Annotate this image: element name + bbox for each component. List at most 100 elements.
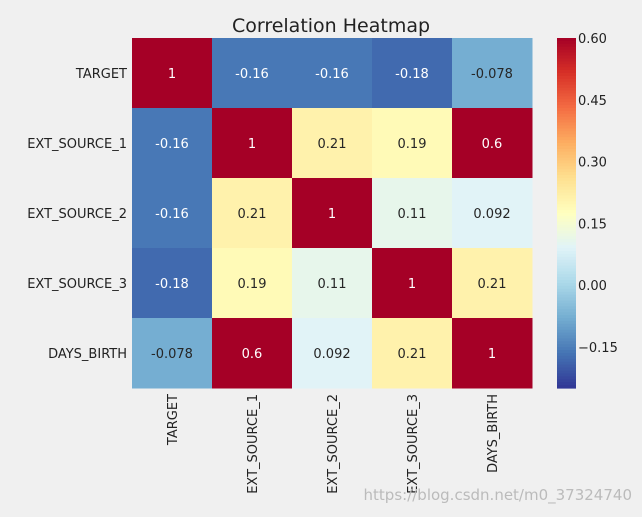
colorbar-tick-label: 0.60 [578, 32, 607, 47]
colorbar-segment [557, 271, 576, 275]
colorbar-segment [557, 195, 576, 200]
colorbar-segment [557, 256, 576, 261]
colorbar-segment [557, 341, 576, 345]
colorbar-segment [557, 49, 576, 54]
colorbar-segment [557, 218, 576, 223]
colorbar-segment [557, 154, 576, 159]
colorbar-segment [557, 75, 576, 80]
colorbar-segment [557, 320, 576, 325]
colorbar-segment [557, 172, 576, 176]
colorbar-segment [557, 67, 576, 71]
heatmap-cell [292, 38, 373, 109]
cell-annotation: 1 [488, 347, 496, 362]
cell-annotation: 0.6 [242, 347, 263, 362]
heatmap-cell [452, 178, 533, 249]
colorbar-segment [557, 315, 576, 319]
cell-annotation: 0.21 [238, 207, 267, 222]
colorbar-segment [557, 46, 576, 51]
colorbar-segment [557, 242, 576, 246]
colorbar-segment [557, 157, 576, 162]
colorbar-segment [557, 347, 576, 351]
heatmap-cells: 1 -0.16 -0.16 -0.18 -0.078 -0.16 1 0.21 0.19 0.6 -… [132, 38, 533, 389]
colorbar-tick-label: 0.30 [578, 156, 607, 171]
heatmap-cell [372, 248, 453, 319]
heatmap-cell [372, 38, 453, 109]
cell-annotation: 0.21 [318, 137, 347, 152]
colorbar-segment [557, 102, 576, 106]
colorbar-segment [557, 376, 576, 380]
heatmap-cell [212, 38, 293, 109]
colorbar-segment [557, 125, 576, 130]
colorbar-segment [557, 122, 576, 127]
colorbar-segment [557, 230, 576, 235]
colorbar-segment [557, 210, 576, 214]
colorbar-segment [557, 175, 576, 179]
cell-annotation: 0.6 [482, 137, 503, 152]
cell-annotation: 0.11 [398, 207, 427, 222]
cell-annotation: 1 [248, 137, 256, 152]
colorbar-segment [557, 358, 576, 363]
colorbar-segment [557, 204, 576, 208]
colorbar-segment [557, 335, 576, 340]
heatmap-cell [132, 108, 213, 179]
colorbar-segment [557, 300, 576, 305]
colorbar-segment [557, 312, 576, 316]
heatmap-cell [292, 248, 373, 319]
colorbar-segment [557, 61, 576, 65]
colorbar-segment [557, 207, 576, 211]
colorbar-segment [557, 116, 576, 121]
colorbar-segment [557, 227, 576, 232]
colorbar-segment [557, 283, 576, 287]
column-label: TARGET [166, 394, 181, 446]
colorbar-segment [557, 113, 576, 118]
colorbar-tick-label: −0.15 [578, 341, 618, 356]
colorbar-segment [557, 38, 576, 42]
row-label: DAYS_BIRTH [48, 347, 127, 362]
colorbar-segment [557, 192, 576, 197]
colorbar-segment [557, 253, 576, 258]
colorbar-segment [557, 128, 576, 132]
column-label: EXT_SOURCE_2 [326, 394, 341, 494]
colorbar-segment [557, 178, 576, 182]
colorbar-segment [557, 43, 576, 48]
colorbar-segment [557, 105, 576, 109]
cell-annotation: 1 [408, 277, 416, 292]
colorbar-segment [557, 285, 576, 290]
heatmap-cell [132, 178, 213, 249]
cell-annotation: -0.16 [155, 137, 189, 152]
colorbar-segment [557, 52, 576, 57]
colorbar-segment [557, 323, 576, 328]
colorbar-segment [557, 40, 576, 45]
colorbar-segment [557, 73, 576, 77]
column-label: DAYS_BIRTH [486, 394, 501, 473]
colorbar-segment [557, 93, 576, 97]
colorbar-segment [557, 353, 576, 357]
colorbar-segment [557, 291, 576, 296]
cell-annotation: -0.16 [315, 67, 349, 82]
cell-annotation: 1 [168, 67, 176, 82]
colorbar-segment [557, 306, 576, 310]
cell-annotation: -0.078 [151, 347, 193, 362]
cell-annotation: 0.092 [473, 207, 510, 222]
heatmap-cell [372, 318, 453, 389]
chart-title: Correlation Heatmap [232, 15, 430, 37]
row-labels: TARGET EXT_SOURCE_1 EXT_SOURCE_2 EXT_SOURCE… [27, 67, 127, 362]
cell-annotation: -0.18 [155, 277, 189, 292]
colorbar-segment [557, 294, 576, 299]
colorbar-segment [557, 96, 576, 100]
colorbar-segment [557, 382, 576, 386]
cell-annotation: -0.16 [155, 207, 189, 222]
colorbar-segment [557, 90, 576, 95]
colorbar-segment [557, 233, 576, 237]
heatmap-cell [212, 108, 293, 179]
cell-annotation: 0.092 [313, 347, 350, 362]
heatmap-cell [452, 248, 533, 319]
colorbar-segment [557, 151, 576, 156]
colorbar-segment [557, 215, 576, 220]
colorbar-segment [557, 379, 576, 383]
colorbar-segment [557, 344, 576, 348]
colorbar-segment [557, 248, 576, 252]
colorbar-segment [557, 236, 576, 240]
heatmap-cell [452, 318, 533, 389]
